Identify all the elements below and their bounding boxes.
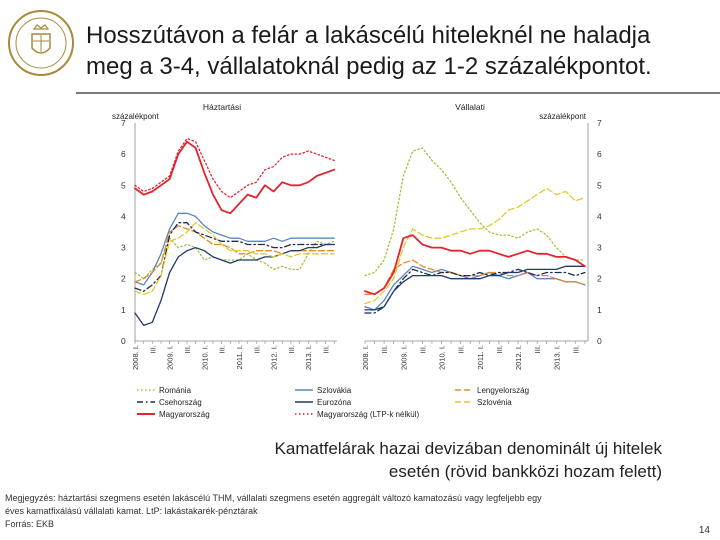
page-number: 14 (698, 525, 710, 536)
caption-line-1: Kamatfelárak hazai devizában denominált … (274, 439, 662, 458)
footnotes: Megjegyzés: háztartási szegmens esetén l… (5, 492, 542, 531)
panel-2-y-tick-label-5: 5 (597, 180, 602, 190)
panel-2-series-5 (364, 187, 586, 305)
central-bank-seal-icon (8, 10, 74, 76)
note-line-1: Megjegyzés: háztartási szegmens esetén l… (5, 493, 542, 503)
panel-2-y-tick-label-4: 4 (597, 211, 602, 221)
caption-line-2: esetén (rövid bankközi hozam felett) (388, 462, 662, 481)
slide-title: Hosszútávon a felár a lakáscélú hitelekn… (86, 20, 706, 82)
panel-1-x-tick-label-11: III. (322, 345, 331, 353)
panel-1-y-tick-label-3: 3 (121, 243, 126, 253)
panel-2-x-tick-label-7: III. (495, 345, 504, 353)
title-divider (76, 92, 720, 94)
panel-1-y-tick-label-0: 0 (121, 336, 126, 346)
panel-1-x-tick-label-3: III. (183, 345, 192, 353)
source-line: Forrás: EKB (5, 519, 55, 529)
panel-1-x-tick-label-5: III. (218, 345, 227, 353)
spread-chart: Háztartási százalékpont 0 1 2 3 4 5 6 7 2008. I. II… (112, 102, 602, 419)
legend-label-0: Románia (159, 386, 192, 395)
panel-1-series-6 (134, 140, 336, 215)
panel-1-series-4 (134, 243, 335, 327)
panel-1-y-tick-label-5: 5 (121, 180, 126, 190)
chart-caption: Kamatfelárak hazai devizában denominált … (275, 437, 662, 483)
legend-label-6: Magyarország (159, 410, 210, 419)
panel-1-y-tick-label-2: 2 (121, 274, 126, 284)
panel-2-x-tick-label-11: III. (571, 345, 580, 353)
title-line-1: Hosszútávon a felár a lakáscélú hitelekn… (86, 22, 651, 49)
panel-1-series-5 (134, 222, 335, 295)
legend-label-7: Magyarország (LTP-k nélkül) (317, 410, 419, 419)
panel-2-x-tick-label-3: III. (418, 345, 427, 353)
legend-label-1: Szlovákia (317, 386, 352, 395)
panel-1-title: Háztartási (203, 102, 241, 112)
panel-1-x-tick-label-4: 2010. I. (200, 345, 209, 370)
panel-1-x-tick-label-7: III. (252, 345, 261, 353)
panel-2-x-tick-label-1: III. (380, 345, 389, 353)
legend-label-2: Lengyelország (477, 386, 529, 395)
panel-1-series-7 (134, 137, 335, 199)
panel-1-series-0 (134, 237, 335, 280)
panel-1-y-tick-label-4: 4 (121, 211, 126, 221)
panel-1-x-tick-label-0: 2008. I. (131, 345, 140, 370)
panel-1-y-tick-label-1: 1 (121, 305, 126, 315)
panel-2-series-2 (364, 259, 586, 295)
panel-2-y-tick-label-6: 6 (597, 149, 602, 159)
panel-2-x-tick-label-2: 2009. I. (399, 345, 408, 370)
panel-2-x-tick-label-0: 2008. I. (361, 345, 370, 370)
panel-2-y-tick-label-2: 2 (597, 274, 602, 284)
panel-1-series-1 (134, 212, 335, 286)
panel-2-series-1 (364, 265, 586, 311)
title-line-2: meg a 3-4, vállalatoknál pedig az 1-2 sz… (86, 53, 652, 80)
panel-1-x-tick-label-2: 2009. I. (166, 345, 175, 370)
panel-1-y-tick-label-6: 6 (121, 149, 126, 159)
panel-1-x-tick-label-8: 2012. I. (270, 345, 279, 370)
panel-2-y-axis-label: százalékpont (539, 112, 586, 121)
panel-2-y-tick-label-3: 3 (597, 243, 602, 253)
panel-2-y-tick-label-0: 0 (597, 336, 602, 346)
panel-2-x-tick-label-4: 2010. I. (438, 345, 447, 370)
panel-2-title: Vállalati (455, 102, 485, 112)
panel-2-x-tick-label-9: III. (533, 345, 542, 353)
panel-1-x-tick-label-6: 2011. I. (235, 345, 244, 369)
panel-2-x-tick-label-8: 2012. I. (514, 345, 523, 370)
panel-2-x-tick-label-10: 2013. I. (552, 345, 561, 370)
legend-label-3: Csehország (159, 398, 202, 407)
panel-2-series-0 (364, 147, 586, 277)
panel-2-series-6 (364, 234, 586, 296)
panel-1-x-tick-label-9: III. (287, 345, 296, 353)
legend-label-5: Szlovénia (477, 398, 512, 407)
panel-1-y-tick-label-7: 7 (121, 118, 126, 128)
panel-2-x-tick-label-6: 2011. I. (476, 345, 485, 369)
panel-1-y-axis-label: százalékpont (112, 112, 159, 121)
legend-label-4: Eurozóna (317, 398, 352, 407)
panel-2-y-tick-label-7: 7 (597, 118, 602, 128)
panel-2-x-tick-label-5: III. (457, 345, 466, 353)
panel-2-y-tick-label-1: 1 (597, 305, 602, 315)
panel-1-series-3 (134, 222, 335, 292)
panel-1-x-tick-label-10: 2013. I. (304, 345, 313, 370)
panel-2-series-4 (364, 265, 586, 311)
note-line-2: éves kamatfixálású vállalati kamat. LtP:… (5, 506, 258, 516)
panel-1-x-tick-label-1: III. (148, 345, 157, 353)
